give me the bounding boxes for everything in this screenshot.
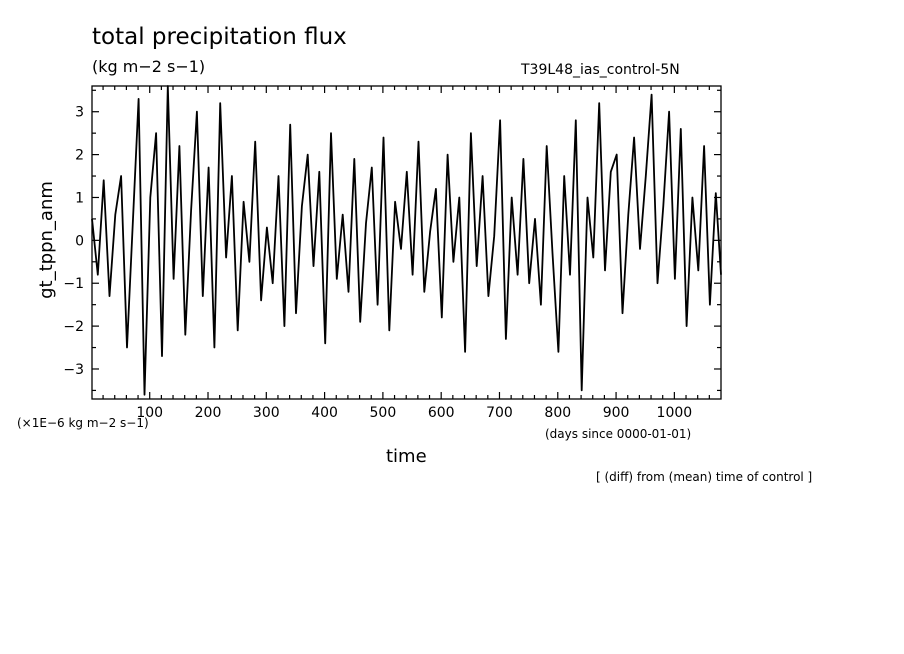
tick-labels-layer: 100 200 300 400 500 600 700 800 900 1000 −3 −2 −1 0 1 2… <box>63 105 692 421</box>
x-tick-label: 700 <box>486 405 513 421</box>
footnote: [ (diff) from (mean) time of control ] <box>596 470 813 484</box>
x-tick-label: 600 <box>428 405 455 421</box>
ticks-layer <box>92 86 721 399</box>
y-tick-label: −3 <box>63 362 84 378</box>
y-tick-label: −1 <box>63 276 84 292</box>
y-scale-note: (×1E−6 kg m−2 s−1) <box>17 416 149 430</box>
x-tick-label: 300 <box>253 405 280 421</box>
y-tick-label: −2 <box>63 319 84 335</box>
x-tick-label: 800 <box>544 405 571 421</box>
x-axis-label: time <box>386 446 427 467</box>
x-tick-label: 500 <box>370 405 397 421</box>
y-axis-label: gt_tppn_anm <box>36 181 57 299</box>
y-tick-label: 2 <box>75 148 84 164</box>
y-tick-label: 3 <box>75 105 84 121</box>
chart-units: (kg m−2 s−1) <box>92 57 206 76</box>
y-tick-label: 0 <box>75 233 84 249</box>
x-tick-label: 900 <box>603 405 630 421</box>
x-tick-label: 200 <box>195 405 222 421</box>
y-tick-label: 1 <box>75 190 84 206</box>
x-tick-label: 1000 <box>657 405 693 421</box>
run-name-label: T39L48_ias_control-5N <box>521 62 680 78</box>
x-units-note: (days since 0000-01-01) <box>545 427 692 441</box>
x-tick-label: 100 <box>136 405 163 421</box>
x-tick-label: 400 <box>311 405 338 421</box>
series-layer <box>91 85 722 396</box>
chart-title: total precipitation flux <box>92 24 347 50</box>
series-line-0 <box>91 85 722 396</box>
